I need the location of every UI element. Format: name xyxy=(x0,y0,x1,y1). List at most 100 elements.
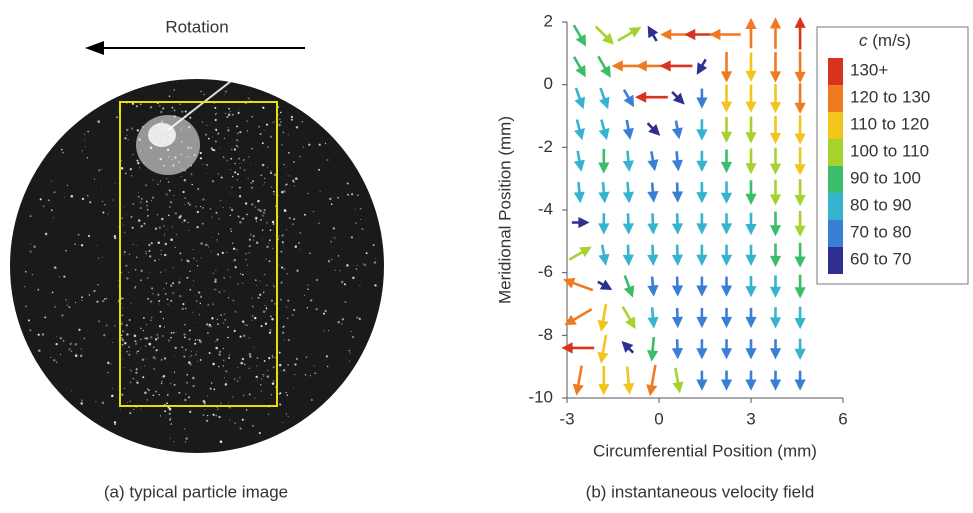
speckle xyxy=(249,233,252,236)
caption: (a) typical particle image xyxy=(104,482,288,501)
speckle xyxy=(284,185,286,187)
speckle xyxy=(160,382,163,385)
speckle xyxy=(346,264,349,267)
speckle xyxy=(168,95,171,97)
speckle xyxy=(180,259,183,261)
speckle xyxy=(231,186,233,189)
speckle xyxy=(313,365,316,367)
speckle xyxy=(164,292,167,295)
rotation-arrow-head xyxy=(85,41,104,55)
speckle xyxy=(191,354,193,357)
speckle xyxy=(165,282,168,285)
speckle xyxy=(130,174,133,177)
velocity-arrow xyxy=(745,84,757,113)
speckle xyxy=(70,350,73,353)
speckle xyxy=(158,393,161,396)
speckle xyxy=(37,333,40,336)
speckle xyxy=(209,387,212,390)
speckle xyxy=(210,382,213,384)
x-axis-label: Circumferential Position (mm) xyxy=(593,441,817,460)
speckle xyxy=(218,218,220,220)
speckle xyxy=(222,365,225,367)
speckle xyxy=(200,206,202,208)
speckle xyxy=(214,118,217,122)
speckle xyxy=(244,324,246,326)
speckle xyxy=(173,89,176,91)
speckle xyxy=(141,358,145,361)
speckle xyxy=(112,199,114,201)
speckle xyxy=(80,399,83,402)
speckle xyxy=(150,242,153,245)
speckle xyxy=(217,132,220,135)
speckle xyxy=(307,284,309,286)
speckle xyxy=(160,249,162,251)
speckle xyxy=(286,272,289,275)
speckle xyxy=(273,175,275,177)
speckle xyxy=(292,223,294,225)
speckle xyxy=(215,112,217,114)
speckle xyxy=(279,403,282,406)
speckle xyxy=(254,397,256,399)
rotation-label: Rotation xyxy=(165,17,228,36)
legend-symbol: c xyxy=(859,31,868,50)
speckle xyxy=(56,335,58,337)
speckle xyxy=(227,336,229,339)
velocity-arrow xyxy=(696,150,708,173)
speckle xyxy=(209,325,212,328)
speckle xyxy=(282,326,284,328)
speckle xyxy=(261,238,263,240)
speckle xyxy=(229,111,231,113)
speckle xyxy=(359,207,362,210)
speckle xyxy=(84,134,85,135)
speckle xyxy=(184,170,186,172)
speckle xyxy=(271,382,275,385)
speckle xyxy=(261,163,265,167)
speckle xyxy=(170,284,173,287)
speckle xyxy=(211,136,213,138)
speckle xyxy=(170,331,173,334)
speckle xyxy=(227,269,229,271)
speckle xyxy=(173,355,175,357)
speckle xyxy=(121,217,123,219)
speckle xyxy=(135,256,138,258)
speckle xyxy=(279,111,282,114)
speckle xyxy=(24,270,27,273)
speckle xyxy=(255,284,257,286)
speckle xyxy=(221,251,224,254)
speckle xyxy=(308,143,311,146)
speckle xyxy=(129,369,132,371)
speckle xyxy=(164,269,166,271)
speckle xyxy=(189,363,192,366)
speckle xyxy=(101,401,105,405)
speckle xyxy=(126,134,128,136)
speckle xyxy=(222,347,224,350)
speckle xyxy=(206,419,209,422)
speckle xyxy=(181,307,185,311)
speckle xyxy=(202,400,205,403)
speckle xyxy=(205,163,209,167)
speckle xyxy=(262,291,265,294)
speckle xyxy=(374,284,377,287)
velocity-arrow xyxy=(647,182,659,203)
speckle xyxy=(184,398,187,402)
speckle xyxy=(189,288,192,291)
speckle xyxy=(132,153,134,156)
speckle xyxy=(94,178,96,180)
speckle xyxy=(126,401,128,403)
speckle xyxy=(63,275,66,278)
speckle xyxy=(253,346,255,348)
speckle xyxy=(237,215,240,218)
speckle xyxy=(235,144,238,147)
velocity-arrow xyxy=(594,25,614,45)
speckle xyxy=(122,224,124,226)
speckle xyxy=(170,423,173,425)
speckle xyxy=(257,199,260,202)
speckle xyxy=(195,353,197,356)
speckle xyxy=(123,231,126,234)
speckle xyxy=(149,272,151,274)
speckle xyxy=(160,253,162,256)
velocity-arrow xyxy=(769,275,782,298)
speckle xyxy=(196,210,199,214)
speckle xyxy=(257,208,260,211)
